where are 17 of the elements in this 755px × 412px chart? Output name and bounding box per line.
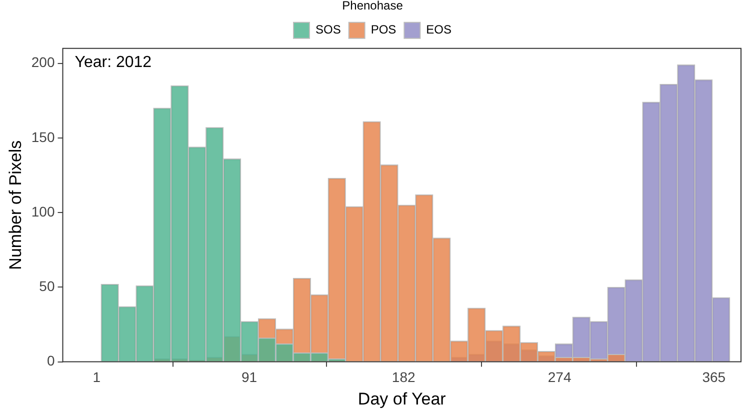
y-axis-title: Number of Pixels	[6, 140, 25, 270]
y-tick-label: 100	[31, 203, 55, 220]
x-tick-label: 1	[92, 369, 101, 386]
x-tick-label: 365	[702, 369, 726, 386]
legend-title: Phenohase	[342, 0, 404, 12]
y-tick-label: 150	[31, 128, 55, 145]
y-tick-label: 50	[39, 278, 55, 294]
y-tick-label: 0	[46, 352, 55, 369]
x-axis-title: Day of Year	[358, 389, 446, 408]
annotation: Year: 2012	[74, 54, 152, 71]
x-tick-label: 91	[241, 369, 258, 386]
legend-label: EOS	[426, 22, 452, 37]
x-tick-label: 274	[548, 369, 572, 386]
legend-label: POS	[370, 22, 396, 37]
x-tick-label: 182	[392, 369, 416, 386]
legend-label: SOS	[315, 22, 341, 37]
y-tick-label: 200	[31, 54, 55, 70]
